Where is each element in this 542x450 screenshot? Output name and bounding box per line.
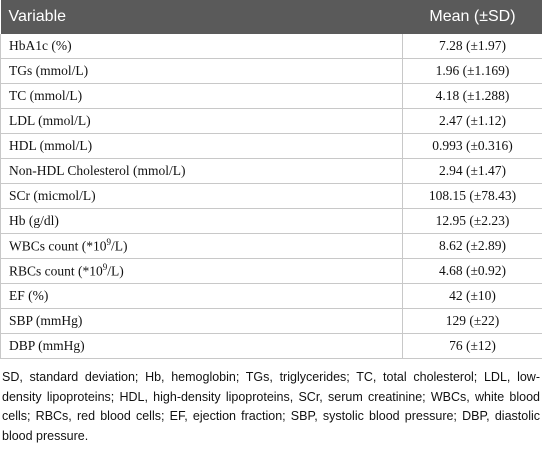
variable-cell: Hb (g/dl) (0, 208, 403, 234)
variable-cell: HDL (mmol/L) (0, 133, 403, 159)
text: /L) (111, 238, 128, 254)
variable-cell: TGs (mmol/L) (0, 58, 403, 84)
variable-cell: EF (%) (0, 283, 403, 309)
superscript: 9 (106, 237, 112, 248)
row: TGs (mmol/L) 1.96 (±1.169) (0, 58, 542, 84)
row: HbA1c (%) 7.28 (±1.97) (0, 34, 542, 59)
row: SCr (micmol/L) 108.15 (±78.43) (0, 183, 542, 209)
value-cell: 1.96 (±1.169) (402, 58, 542, 84)
variable-cell: DBP (mmHg) (0, 333, 403, 359)
value-cell: 4.18 (±1.288) (402, 83, 542, 109)
footnote: SD, standard deviation; Hb, hemoglobin; … (2, 370, 540, 443)
variable-cell: SCr (micmol/L) (0, 183, 403, 209)
variable-cell: HbA1c (%) (0, 34, 403, 59)
text: RBCs count (*10 (9, 263, 103, 279)
row: WBCs count (*109/L) 8.62 (±2.89) (0, 233, 542, 259)
row: Hb (g/dl) 12.95 (±2.23) (0, 208, 542, 234)
header-cell: Variable (0, 0, 403, 34)
row: SBP (mmHg) 129 (±22) (0, 308, 542, 334)
row: DBP (mmHg) 76 (±12) (0, 333, 542, 359)
value-cell: 129 (±22) (402, 308, 542, 334)
value-cell: 42 (±10) (402, 283, 542, 309)
variable-cell: Non-HDL Cholesterol (mmol/L) (0, 158, 403, 184)
variable-cell: TC (mmol/L) (0, 83, 403, 109)
text: /L) (107, 263, 124, 279)
value-cell: 2.94 (±1.47) (402, 158, 542, 184)
value-cell: 4.68 (±0.92) (402, 258, 542, 284)
text: Hb (g/dl) (9, 213, 59, 228)
value-cell: 76 (±12) (402, 333, 542, 359)
row: TC (mmol/L) 4.18 (±1.288) (0, 83, 542, 109)
table: Variable Mean (±SD) HbA1c (%) 7.28 (±1.97… (0, 0, 542, 359)
row: LDL (mmol/L) 2.47 (±1.12) (0, 108, 542, 134)
variable-cell: WBCs count (*109/L) (0, 233, 403, 259)
header-row: Variable Mean (±SD) (0, 0, 542, 34)
value-cell: 8.62 (±2.89) (402, 233, 542, 259)
text: SCr (micmol/L) (9, 188, 96, 203)
row: HDL (mmol/L) 0.993 (±0.316) (0, 133, 542, 159)
text: TC (mmol/L) (9, 88, 83, 103)
value-cell: 0.993 (±0.316) (402, 133, 542, 159)
value-cell: 108.15 (±78.43) (402, 183, 542, 209)
variable-cell: RBCs count (*109/L) (0, 258, 403, 284)
text: TGs (mmol/L) (9, 63, 89, 78)
value-cell: 7.28 (±1.97) (402, 34, 542, 59)
text: HDL (mmol/L) (9, 138, 93, 153)
text: EF (%) (9, 288, 49, 303)
variable-cell: LDL (mmol/L) (0, 108, 403, 134)
text: HbA1c (%) (9, 38, 72, 53)
text: SBP (mmHg) (9, 313, 83, 328)
value-cell: 2.47 (±1.12) (402, 108, 542, 134)
superscript: 9 (102, 262, 108, 273)
header-cell: Mean (±SD) (402, 0, 542, 34)
text: DBP (mmHg) (9, 338, 85, 353)
text: Non-HDL Cholesterol (mmol/L) (9, 163, 186, 178)
text: WBCs count (*10 (9, 238, 107, 254)
variable-cell: SBP (mmHg) (0, 308, 403, 334)
row: Non-HDL Cholesterol (mmol/L) 2.94 (±1.47) (0, 158, 542, 184)
row: RBCs count (*109/L) 4.68 (±0.92) (0, 258, 542, 284)
value-cell: 12.95 (±2.23) (402, 208, 542, 234)
row: EF (%) 42 (±10) (0, 283, 542, 309)
text: LDL (mmol/L) (9, 113, 91, 128)
